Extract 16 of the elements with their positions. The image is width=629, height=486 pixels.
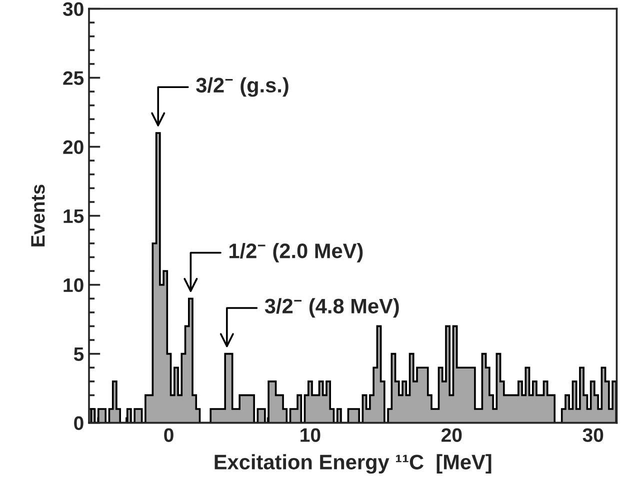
y-axis-title: Events (31, 184, 45, 246)
y-tick-label: 20 (63, 140, 84, 154)
annotation: 3/2$^{−}$ (4.8 MeV) (264, 298, 399, 318)
y-tick-label: 25 (63, 71, 84, 85)
x-tick-label: 10 (300, 428, 320, 442)
y-tick-label: 15 (64, 209, 84, 224)
x-tick-label: 30 (582, 428, 604, 442)
y-tick-label: 5 (74, 347, 84, 362)
annotation: 1/2$^{−}$ (2.0 MeV) (230, 242, 363, 262)
x-tick-label: 0 (164, 428, 174, 442)
x-axis-title: Excitation Energy ¹¹C [MeV] (214, 454, 492, 474)
annotation: 3/2$^{−}$ (g.s.) (196, 77, 288, 97)
x-tick-label: 20 (442, 428, 462, 442)
y-tick-label: 0 (74, 416, 84, 430)
y-tick-label: 10 (64, 278, 84, 292)
y-tick-label: 30 (62, 2, 84, 16)
